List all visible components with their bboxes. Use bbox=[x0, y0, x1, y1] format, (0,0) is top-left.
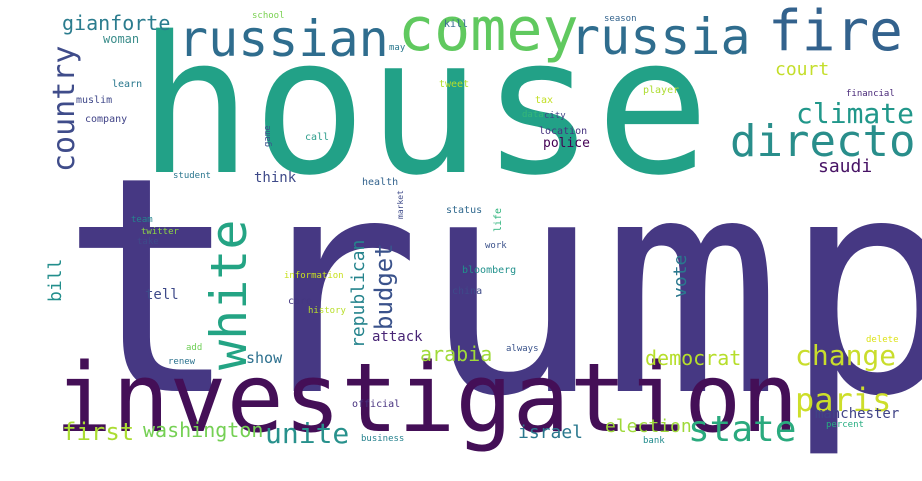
word-muslim: muslim bbox=[76, 95, 113, 106]
word-school: school bbox=[252, 11, 285, 21]
word-may: may bbox=[389, 43, 406, 53]
word-unite: unite bbox=[265, 417, 350, 450]
word-gianforte: gianforte bbox=[62, 11, 171, 35]
word-change: change bbox=[795, 339, 897, 372]
word-woman: woman bbox=[103, 32, 140, 46]
word-city: city bbox=[544, 111, 566, 121]
word-twitter: twitter bbox=[141, 227, 179, 237]
word-fire: fire bbox=[768, 0, 903, 64]
word-add: add bbox=[186, 343, 203, 353]
word-israel: israel bbox=[518, 422, 584, 443]
word-think: think bbox=[254, 170, 297, 186]
word-work: work bbox=[485, 241, 507, 251]
word-director: director bbox=[730, 116, 922, 167]
word-game: game bbox=[263, 125, 273, 147]
word-information: information bbox=[284, 271, 344, 281]
word-saudi: saudi bbox=[818, 156, 873, 177]
word-student: student bbox=[173, 171, 211, 181]
word-vote: vote bbox=[670, 254, 691, 298]
word-always: always bbox=[506, 344, 539, 354]
word-country: country bbox=[47, 45, 82, 172]
word-russia: russia bbox=[570, 8, 751, 66]
word-climate: climate bbox=[796, 97, 915, 130]
word-white: white bbox=[200, 219, 258, 370]
word-status: status bbox=[446, 205, 483, 216]
word-attack: attack bbox=[372, 329, 423, 345]
word-team: team bbox=[131, 215, 153, 225]
word-bill: bill bbox=[45, 258, 66, 302]
word-delete: delete bbox=[866, 335, 899, 345]
word-tell: tell bbox=[145, 287, 179, 303]
word-election: election bbox=[605, 416, 692, 437]
word-season: season bbox=[604, 14, 637, 24]
word-china: china bbox=[452, 286, 483, 297]
word-russian: russian bbox=[178, 10, 389, 68]
word-show: show bbox=[246, 349, 283, 367]
word-arabia: arabia bbox=[420, 342, 493, 366]
word-financial: financial bbox=[846, 89, 895, 99]
word-official: official bbox=[352, 399, 401, 410]
word-democrat: democrat bbox=[645, 346, 742, 370]
word-tax: tax bbox=[535, 95, 554, 106]
word-market: market bbox=[396, 190, 405, 219]
word-comey: comey bbox=[398, 0, 579, 65]
word-investigation: investigation bbox=[55, 344, 799, 454]
word-washington: washington bbox=[143, 418, 264, 442]
word-learn: learn bbox=[112, 79, 143, 90]
word-care: care bbox=[288, 296, 313, 307]
word-company: company bbox=[85, 114, 128, 125]
word-house: house bbox=[138, 0, 710, 217]
word-state: state bbox=[688, 409, 797, 450]
word-republican: republican bbox=[348, 239, 369, 348]
word-life: life bbox=[493, 207, 504, 232]
word-renew: renew bbox=[168, 357, 196, 367]
word-tweet: tweet bbox=[439, 79, 470, 90]
word-call: call bbox=[305, 132, 330, 143]
word-take: take bbox=[137, 237, 159, 247]
word-bloomberg: bloomberg bbox=[462, 265, 517, 276]
word-trump: trump bbox=[60, 113, 922, 462]
word-history: history bbox=[308, 306, 346, 316]
word-manchester: manchester bbox=[815, 406, 900, 422]
word-percent: percent bbox=[826, 420, 864, 430]
word-paris: paris bbox=[795, 381, 892, 419]
word-health: health bbox=[362, 177, 399, 188]
word-court: court bbox=[775, 59, 830, 80]
word-police: police bbox=[543, 136, 590, 151]
word-player: player bbox=[643, 85, 680, 96]
word-data: data bbox=[522, 110, 544, 120]
word-location: location bbox=[539, 126, 588, 137]
word-business: business bbox=[361, 434, 405, 444]
word-first: first bbox=[62, 418, 135, 446]
word-bank: bank bbox=[643, 436, 665, 446]
word-budget: budget bbox=[370, 243, 398, 330]
word-kill: kill bbox=[444, 19, 469, 30]
